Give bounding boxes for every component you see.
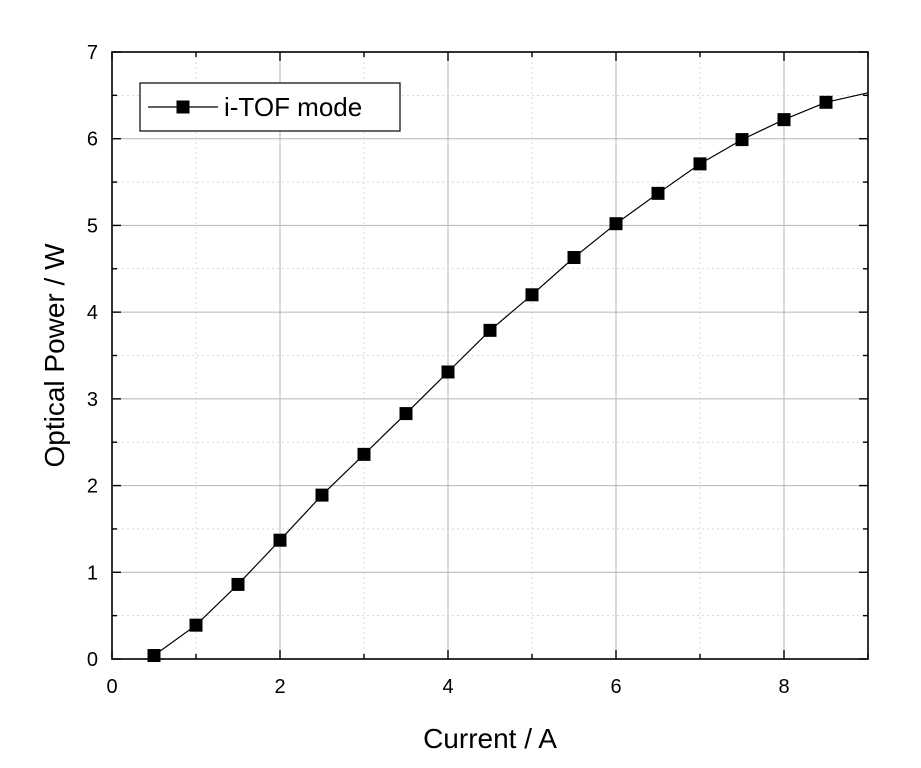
data-point [315,488,329,502]
x-tick-label: 6 [610,676,621,698]
y-tick-label: 1 [87,562,98,584]
data-point [819,95,833,109]
plot-series [147,92,869,663]
data-point [189,618,203,632]
y-tick-label: 0 [87,649,98,671]
y-tick-label: 2 [87,476,98,498]
y-tick-label: 6 [87,129,98,151]
axis-ticks [111,51,869,660]
data-point [651,186,665,200]
y-axis-label: Optical Power / W [39,243,70,468]
x-tick-label: 8 [778,676,789,698]
data-point [399,407,413,421]
data-point [735,133,749,147]
plot-frame [111,51,869,660]
x-tick-label: 0 [106,676,117,698]
data-point [441,365,455,379]
legend-label: i-TOF mode [224,92,362,122]
x-tick-label: 4 [442,676,453,698]
x-axis-label: Current / A [423,723,557,754]
data-point [567,251,581,265]
data-point [777,113,791,127]
y-tick-label: 5 [87,215,98,237]
x-tick-label: 2 [274,676,285,698]
y-tick-label: 7 [87,42,98,64]
data-point [483,323,497,337]
data-point [231,577,245,591]
data-point [357,447,371,461]
legend: i-TOF mode [139,82,401,132]
legend-marker [176,100,190,114]
tick-labels: 0 2 4 6 8 0 1 2 3 4 5 6 7 [87,42,790,698]
data-point [147,649,161,663]
grid [112,52,868,659]
data-point [693,157,707,171]
y-tick-label: 3 [87,389,98,411]
data-point [609,217,623,231]
data-point [525,288,539,302]
y-tick-label: 4 [87,302,98,324]
series-line [153,92,869,656]
data-point [273,533,287,547]
